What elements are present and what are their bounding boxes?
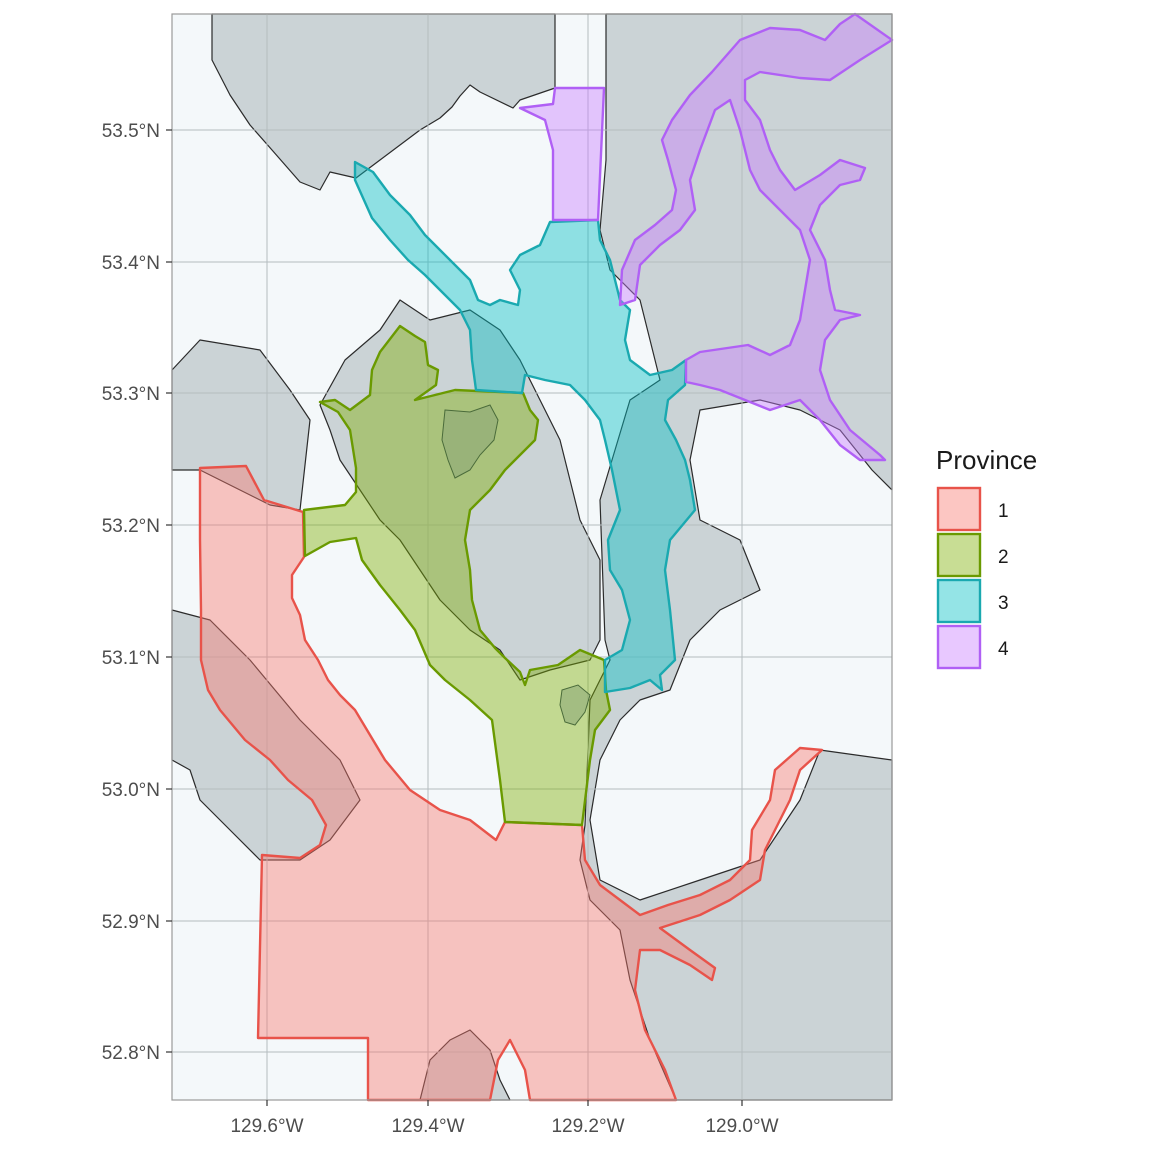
legend-key-3[interactable] (936, 578, 982, 624)
y-tick-label: 52.9°N (102, 912, 160, 933)
x-tick-label: 129.2°W (551, 1116, 624, 1137)
legend-label-3: 3 (998, 593, 1009, 614)
legend-title: Province (936, 445, 1037, 475)
y-tick-label: 53.5°N (102, 121, 160, 142)
legend-key-2[interactable] (936, 532, 982, 578)
south-islands (419, 1029, 511, 1101)
y-tick-label: 53.3°N (102, 384, 160, 405)
x-tick-label: 129.6°W (230, 1116, 303, 1137)
graticule (172, 14, 892, 1100)
panel-border (171, 13, 893, 1101)
banks-island (171, 609, 361, 861)
province-layer (198, 12, 894, 1102)
province-2-polygon[interactable] (302, 324, 612, 827)
axis-ticks (166, 129, 743, 1106)
lake-polygon (441, 404, 499, 479)
lake-layer (441, 404, 591, 726)
lake-polygon (559, 684, 591, 726)
legend-label-2: 2 (998, 547, 1009, 568)
legend-key-4[interactable] (936, 624, 982, 670)
pitt-island (319, 299, 601, 681)
x-tick-label: 129.4°W (391, 1116, 464, 1137)
x-axis-labels: 129.6°W 129.4°W 129.2°W 129.0°W (230, 1116, 778, 1137)
province-3-polygon[interactable] (353, 160, 697, 694)
y-tick-label: 53.0°N (102, 780, 160, 801)
province-1-polygon[interactable] (198, 464, 824, 1102)
legend-key-1[interactable] (936, 486, 982, 532)
legend-label-4: 4 (998, 639, 1009, 660)
y-tick-label: 53.2°N (102, 516, 160, 537)
y-tick-label: 52.8°N (102, 1043, 160, 1064)
land-layer (171, 13, 893, 1101)
province-4-polygon[interactable] (518, 12, 894, 462)
y-tick-label: 53.4°N (102, 253, 160, 274)
y-tick-label: 53.1°N (102, 648, 160, 669)
legend-label-1: 1 (998, 501, 1009, 522)
x-tick-label: 129.0°W (705, 1116, 778, 1137)
legend: Province 1 2 3 4 (936, 445, 1037, 670)
y-axis-labels: 53.5°N 53.4°N 53.3°N 53.2°N 53.1°N 53.0°… (102, 121, 160, 1064)
